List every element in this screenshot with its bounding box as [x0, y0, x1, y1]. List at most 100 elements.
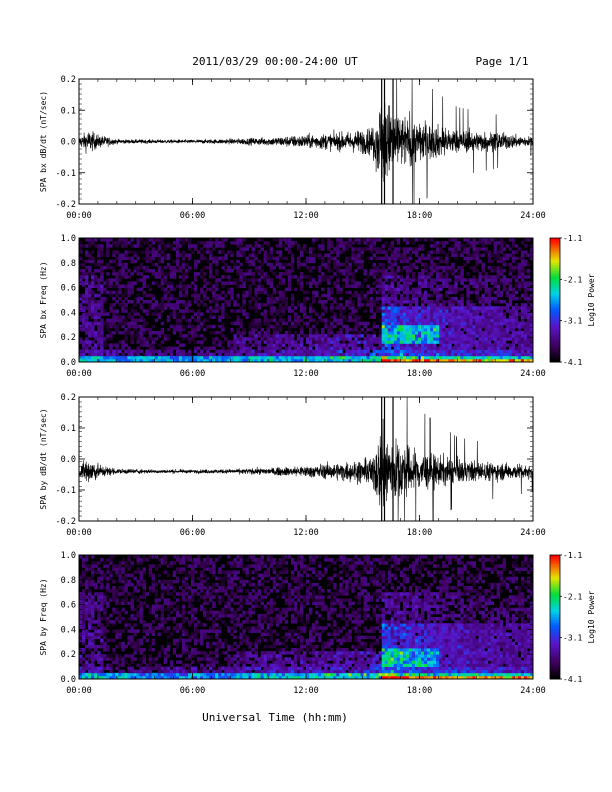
spectrogram-cell — [511, 238, 516, 242]
spectrogram-cell — [357, 340, 361, 344]
spectrogram-cell — [493, 321, 498, 326]
plot-frame — [78, 237, 534, 363]
spectrogram-cell — [372, 253, 376, 257]
spectrogram-cell — [172, 315, 177, 319]
spectrogram-cell — [339, 312, 343, 316]
spectrogram-cell — [130, 324, 134, 329]
spectrogram-cell — [327, 238, 331, 242]
spectrogram-cell — [396, 253, 401, 257]
spectrogram-cell — [324, 349, 328, 354]
spectrogram-cell — [460, 281, 464, 285]
spectrogram-cell — [445, 331, 449, 335]
spectrogram-cell — [493, 309, 498, 313]
spectrogram-cell — [79, 244, 83, 248]
spectrogram-cell — [530, 358, 534, 363]
spectrogram-cell — [127, 666, 131, 671]
spectrogram-cell — [172, 355, 177, 360]
spectrogram-cell — [418, 244, 422, 248]
spectrogram-cell — [85, 349, 89, 354]
spectrogram-cell — [121, 672, 125, 677]
spectrogram-cell — [106, 324, 110, 329]
spectrogram-cell — [439, 334, 443, 338]
spectrogram-cell — [269, 306, 274, 310]
spectrogram-cell — [266, 281, 271, 285]
spectrogram-cell — [263, 340, 267, 344]
spectrogram-cell — [411, 309, 416, 313]
spectrogram-cell — [433, 241, 437, 245]
spectrogram-cell — [184, 253, 189, 257]
spectrogram-cell — [514, 352, 519, 357]
spectrogram-cell — [82, 675, 86, 680]
spectrogram-cell — [290, 324, 295, 329]
spectrogram-cell — [197, 327, 201, 332]
spectrogram-cell — [478, 358, 482, 363]
spectrogram-cell — [312, 253, 316, 257]
spectrogram-cell — [269, 343, 274, 347]
spectrogram-cell — [242, 275, 246, 279]
spectrogram-cell — [463, 324, 467, 329]
spectrogram-cell — [454, 340, 458, 344]
spectrogram-cell — [127, 573, 131, 578]
spectrogram-cell — [436, 355, 440, 360]
spectrogram-cell — [224, 312, 228, 316]
spectrogram-cell — [212, 343, 216, 347]
spectrogram-cell — [200, 321, 204, 326]
spectrogram-cell — [224, 303, 228, 307]
spectrogram-cell — [424, 318, 428, 323]
spectrogram-cell — [508, 324, 513, 329]
spectrogram-cell — [266, 352, 271, 357]
spectrogram-cell — [91, 644, 95, 649]
spectrogram-cell — [315, 352, 319, 357]
spectrogram-cell — [372, 287, 376, 292]
spectrogram-cell — [496, 259, 501, 264]
spectrogram-cell — [451, 337, 455, 341]
spectrogram-cell — [390, 300, 395, 304]
spectrogram-cell — [175, 303, 180, 307]
spectrogram-cell — [103, 287, 107, 292]
spectrogram-cell — [88, 241, 92, 245]
spectrogram-cell — [88, 272, 92, 276]
spectrogram-cell — [166, 355, 171, 360]
spectrogram-cell — [112, 586, 116, 590]
spectrogram-cell — [296, 315, 301, 319]
spectrogram-cell — [142, 558, 146, 562]
spectrogram-cell — [124, 582, 128, 587]
spectrogram-cell — [405, 287, 410, 292]
spectrogram-cell — [230, 309, 234, 313]
spectrogram-cell — [327, 331, 331, 335]
spectrogram-cell — [390, 244, 395, 248]
spectrogram-cell — [275, 250, 280, 254]
spectrogram-cell — [408, 315, 413, 319]
spectrogram-cell — [97, 343, 101, 347]
spectrogram-cell — [88, 595, 92, 599]
spectrogram-cell — [100, 558, 104, 562]
spectrogram-cell — [523, 355, 528, 360]
spectrogram-cell — [421, 312, 425, 316]
spectrogram-cell — [408, 262, 413, 267]
spectrogram-cell — [336, 337, 340, 341]
spectrogram-cell — [257, 349, 261, 354]
spectrogram-cell — [463, 309, 467, 313]
spectrogram-cell — [457, 343, 461, 347]
spectrogram-cell — [121, 275, 125, 279]
spectrogram-cell — [85, 337, 89, 341]
spectrogram-cell — [511, 306, 516, 310]
spectrogram-cell — [181, 327, 186, 332]
spectrogram-cell — [139, 324, 143, 329]
spectrogram-cell — [402, 306, 407, 310]
spectrogram-cell — [351, 256, 355, 261]
spectrogram-cell — [342, 306, 346, 310]
spectrogram-cell — [366, 355, 370, 360]
spectrogram-cell — [97, 635, 101, 640]
spectrogram-cell — [127, 315, 131, 319]
spectrogram-cell — [530, 343, 534, 347]
spectrogram-cell — [466, 293, 470, 298]
y-tick-label: 0.1 — [61, 106, 76, 116]
spectrogram-cell — [160, 284, 165, 288]
spectrogram-cell — [118, 672, 122, 677]
spectrogram-cell — [390, 284, 395, 288]
spectrogram-cell — [357, 296, 361, 301]
spectrogram-cell — [94, 343, 98, 347]
spectrogram-cell — [366, 343, 370, 347]
spectrogram-cell — [233, 278, 237, 282]
